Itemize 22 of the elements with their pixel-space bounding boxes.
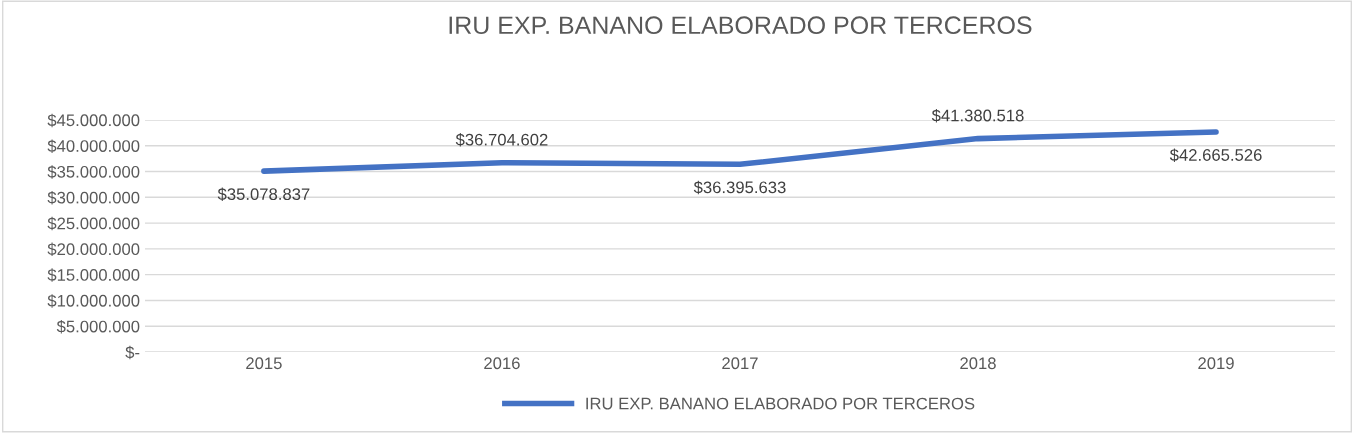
- x-tick-label: 2015: [246, 357, 282, 370]
- data-label: $35.078.837: [217, 187, 310, 202]
- y-tick-label: $20.000.000: [47, 242, 140, 257]
- data-label: $41.380.518: [931, 108, 1024, 123]
- y-tick-label: $35.000.000: [47, 165, 140, 179]
- y-tick-label: $5.000.000: [56, 319, 140, 334]
- y-tick-label: $15.000.000: [47, 268, 140, 282]
- y-tick-label: $10.000.000: [47, 294, 140, 308]
- data-label: $36.395.633: [693, 180, 786, 195]
- y-tick-label: $25.000.000: [47, 216, 140, 231]
- y-tick-label: $45.000.000: [47, 113, 140, 128]
- x-tick-label: 2019: [1198, 357, 1234, 370]
- y-tick-label: $40.000.000: [47, 139, 140, 153]
- x-tick-label: 2018: [960, 357, 996, 370]
- x-tick-label: 2017: [722, 357, 758, 370]
- y-tick-label: $30.000.000: [47, 191, 140, 205]
- data-label: $42.665.526: [1169, 148, 1262, 162]
- y-tick-label: $-: [125, 345, 140, 360]
- legend-label: IRU EXP. BANANO ELABORADO POR TERCEROS: [586, 397, 975, 410]
- chart-title: IRU EXP. BANANO ELABORADO POR TERCEROS: [449, 16, 1032, 35]
- data-label: $36.704.602: [455, 133, 548, 147]
- x-tick-label: 2016: [484, 357, 520, 370]
